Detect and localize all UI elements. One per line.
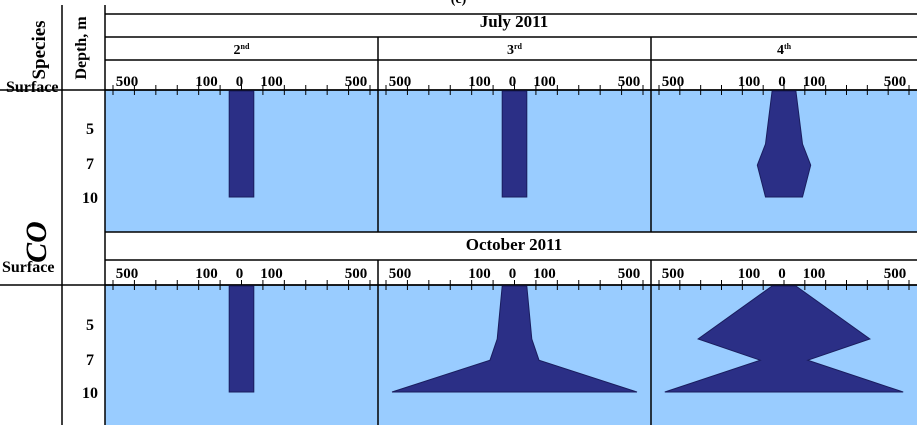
species-header: Species [29, 20, 50, 79]
x-tick-label: 100 [260, 74, 283, 90]
x-tick-label: 500 [389, 74, 412, 90]
depth-label-surface: Surface [6, 79, 58, 96]
row-title-october: October 2011 [466, 235, 562, 254]
profile-shape-october-2nd [228, 285, 255, 393]
x-tick-label: 0 [778, 74, 786, 90]
x-tick-label: 500 [662, 74, 685, 90]
figure-label: (c) [0, 0, 917, 8]
species-label: CO [20, 221, 53, 263]
x-tick-label: 100 [803, 74, 826, 90]
x-tick-label: 500 [345, 74, 368, 90]
x-tick-label: 100 [738, 266, 761, 282]
depth-label: 10 [82, 385, 98, 402]
depth-label: 5 [86, 317, 94, 334]
profile-shape-october-3rd [391, 285, 638, 393]
depth-label: 7 [86, 352, 94, 369]
x-tick-label: 0 [778, 266, 786, 282]
x-tick-label: 500 [116, 266, 139, 282]
x-tick-label: 100 [468, 266, 491, 282]
x-tick-label: 100 [533, 266, 556, 282]
x-tick-label: 0 [236, 266, 244, 282]
profile-shape-july-3rd [501, 90, 528, 198]
x-tick-label: 500 [662, 266, 685, 282]
x-tick-label: 0 [236, 74, 244, 90]
x-tick-label: 500 [116, 74, 139, 90]
row-title-july: July 2011 [480, 12, 549, 31]
x-tick-label: 500 [618, 266, 641, 282]
column-header-2nd: 2nd [234, 42, 250, 58]
x-tick-label: 0 [509, 74, 517, 90]
depth-label: 10 [82, 190, 98, 207]
x-tick-label: 500 [389, 266, 412, 282]
depth-label: 5 [86, 121, 94, 138]
x-tick-label: 100 [803, 266, 826, 282]
x-tick-label: 500 [884, 74, 907, 90]
x-tick-label: 0 [509, 266, 517, 282]
x-tick-label: 100 [195, 74, 218, 90]
x-tick-label: 100 [260, 266, 283, 282]
x-tick-label: 100 [533, 74, 556, 90]
depth-header: Depth, m [73, 16, 90, 80]
x-tick-label: 100 [738, 74, 761, 90]
x-tick-label: 500 [618, 74, 641, 90]
depth-label: 7 [86, 156, 94, 173]
x-tick-label: 100 [195, 266, 218, 282]
x-tick-label: 100 [468, 74, 491, 90]
profile-shape-october-4th [664, 285, 904, 393]
x-tick-label: 500 [884, 266, 907, 282]
profile-shape-july-2nd [228, 90, 255, 198]
column-header-3rd: 3rd [507, 42, 523, 58]
column-header-4th: 4th [777, 42, 792, 58]
depth-label-surface: Surface [2, 259, 54, 276]
profile-shape-july-4th [756, 90, 812, 198]
x-tick-label: 500 [345, 266, 368, 282]
